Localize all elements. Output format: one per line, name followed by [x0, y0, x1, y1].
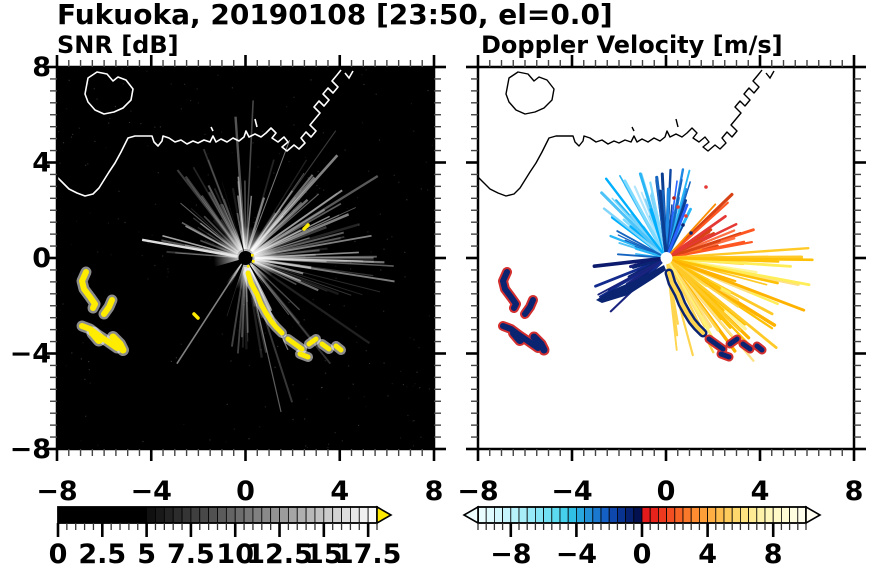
snr-clutter-rays	[141, 100, 395, 413]
snr-y-tick-label: −8	[10, 434, 51, 465]
spot-over	[727, 336, 740, 347]
coastline-doppler	[478, 69, 775, 197]
spot-over	[706, 336, 726, 352]
snr-colorbar-tick-label: 0	[49, 539, 68, 570]
doppler-colorbar-tick-label: 0	[633, 539, 652, 570]
doppler-axes: −8 −4 0 4 8	[457, 55, 866, 507]
snr-colorbar-tick-label: 5	[137, 539, 156, 570]
doppler-colorbar-tick-label: 8	[764, 539, 783, 570]
snr-field-svg	[57, 68, 433, 449]
echo-core	[101, 297, 115, 317]
radar-site-speck	[252, 260, 255, 263]
doppler-navy-lobe	[596, 265, 666, 303]
snr-axes: −8 −4 0 4 8 8 4 0 −4 −8	[10, 52, 446, 507]
doppler-plot-area	[478, 67, 854, 449]
snr-plot-area	[57, 67, 434, 449]
arc-over	[522, 297, 536, 317]
echo-core	[319, 341, 332, 352]
snr-x-tick-label: 0	[236, 476, 255, 507]
arc-over	[500, 269, 519, 311]
snr-y-tick-label: −4	[10, 339, 51, 370]
snr-x-tick-label: 4	[330, 476, 349, 507]
snr-y-tick-label: 4	[32, 148, 51, 179]
snr-colorbar-tick-label: 12.5	[246, 539, 313, 570]
radar-site-disk	[238, 251, 253, 265]
snr-colorbar-tick-label: 2.5	[78, 539, 126, 570]
snr-colorbar-tick-label: 7.5	[167, 539, 215, 570]
doppler-velocity-rays	[592, 168, 814, 362]
snr-x-tick-label: −8	[36, 476, 77, 507]
snr-panel-title: SNR [dB]	[57, 31, 179, 59]
figure-title: Fukuoka, 20190108 [23:50, el=0.0]	[57, 0, 613, 31]
echo-core	[285, 336, 305, 352]
doppler-x-tick-label: 8	[845, 476, 864, 507]
snr-x-tick-label: −4	[131, 476, 172, 507]
snr-colorbar-tick-label: 15	[305, 539, 343, 570]
radar-site-speck	[251, 254, 254, 257]
doppler-speck	[681, 223, 685, 227]
snr-y-tick-label: 8	[32, 52, 51, 83]
echo-core	[245, 270, 285, 336]
doppler-saturated-echoes	[498, 267, 767, 362]
arc-over	[510, 329, 524, 344]
doppler-colorbar-tick-label: 4	[698, 539, 717, 570]
doppler-colorbar: −8 −4 0 4 8	[462, 505, 822, 570]
doppler-speck	[704, 185, 708, 189]
doppler-x-tick-label: −8	[457, 476, 498, 507]
doppler-x-tick-label: 4	[751, 476, 770, 507]
arc-over	[530, 333, 548, 354]
echo-core	[109, 333, 127, 354]
snr-x-tick-label: 8	[425, 476, 444, 507]
trail-over	[667, 271, 705, 335]
spot-over	[754, 343, 765, 353]
echo-dash	[302, 223, 310, 231]
echo-core	[89, 329, 103, 344]
doppler-panel-title: Doppler Velocity [m/s]	[481, 31, 783, 59]
doppler-speck	[672, 196, 676, 200]
snr-colorbar-tick-label: 10	[216, 539, 254, 570]
doppler-x-tick-label: 0	[657, 476, 676, 507]
snr-y-tick-label: 0	[32, 243, 51, 274]
echo-core	[306, 336, 319, 347]
coastline-snr	[57, 69, 354, 197]
doppler-colorbar-tick-label: −4	[556, 539, 597, 570]
echo-dash	[192, 312, 200, 320]
snr-yellow-echoes	[76, 223, 346, 362]
doppler-x-tick-label: −4	[551, 476, 592, 507]
spot-over	[740, 341, 753, 352]
radar-site-disk-doppler	[660, 252, 673, 264]
doppler-colorbar-tick-label: −8	[490, 539, 531, 570]
snr-colorbar-tick-label: 17.5	[335, 539, 402, 570]
doppler-speck	[684, 214, 688, 218]
doppler-speck	[689, 231, 693, 235]
echo-core	[297, 351, 311, 360]
doppler-field-svg	[478, 69, 814, 362]
radar-site-speck	[247, 265, 250, 268]
spot-over	[718, 351, 732, 360]
echo-core	[79, 269, 98, 311]
echo-core	[333, 343, 344, 353]
doppler-speck	[676, 205, 680, 209]
